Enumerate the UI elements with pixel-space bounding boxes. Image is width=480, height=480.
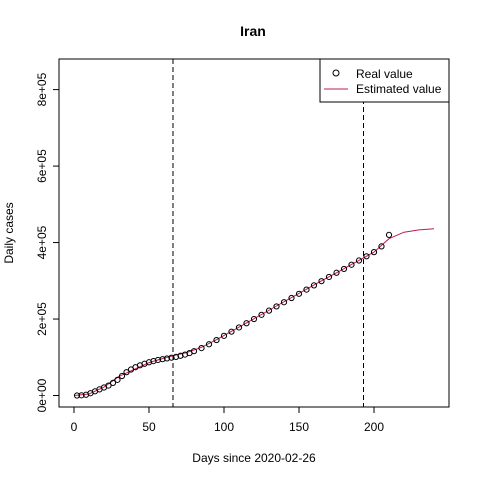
real-value-point — [303, 286, 310, 293]
real-value-point — [213, 336, 220, 344]
real-value-point — [114, 376, 121, 383]
x-tick-label: 50 — [142, 420, 156, 434]
real-value-point — [159, 356, 166, 363]
y-tick-label: 4e+05 — [35, 225, 49, 259]
y-tick-label: 2e+05 — [35, 302, 49, 336]
y-axis-label: Daily cases — [2, 202, 16, 263]
real-value-point — [363, 253, 370, 260]
real-value-point — [295, 290, 303, 297]
real-value-point — [205, 341, 213, 348]
real-value-point — [370, 249, 378, 256]
real-value-point — [190, 348, 198, 355]
x-axis: 0 50 100 150 200 — [71, 406, 384, 434]
real-value-point — [280, 299, 288, 306]
real-value-point — [198, 345, 205, 352]
legend: Real value Estimated value — [319, 58, 450, 103]
y-tick-label: 8e+05 — [35, 72, 49, 106]
real-value-point — [250, 315, 258, 323]
real-value-point — [265, 307, 273, 314]
real-value-point — [355, 257, 363, 264]
x-tick-label: 0 — [71, 420, 78, 434]
real-value-point — [348, 261, 355, 268]
real-value-point — [258, 311, 265, 318]
real-value-point — [109, 379, 117, 387]
y-tick-label: 0e+00 — [35, 378, 49, 412]
estimated-value-line — [73, 228, 435, 396]
x-tick-label: 150 — [289, 420, 309, 434]
real-value-point — [378, 243, 385, 250]
real-value-point — [243, 320, 250, 327]
y-axis: 0e+00 2e+05 4e+05 6e+05 8e+05 — [35, 72, 60, 412]
real-value-point — [310, 282, 318, 289]
real-value-point — [163, 355, 171, 362]
chart-title: Iran — [240, 23, 266, 39]
real-value-point — [118, 372, 126, 380]
x-tick-label: 200 — [364, 420, 384, 434]
x-axis-label: Days since 2020-02-26 — [192, 451, 316, 465]
real-series — [73, 231, 393, 399]
real-value-point — [228, 328, 235, 335]
real-value-point — [78, 392, 85, 399]
real-value-point — [154, 356, 162, 364]
x-tick-label: 100 — [214, 420, 234, 434]
real-value-point — [73, 392, 81, 399]
vertical-reference-lines — [172, 59, 364, 407]
legend-box — [319, 58, 450, 103]
real-value-point — [105, 382, 112, 389]
legend-label-estimated: Estimated value — [356, 82, 442, 96]
real-value-point — [273, 303, 280, 310]
y-tick-label: 6e+05 — [35, 149, 49, 183]
estimated-series — [73, 228, 435, 396]
real-value-point — [235, 324, 243, 331]
real-value-point — [385, 231, 393, 239]
legend-marker-real — [332, 69, 340, 77]
real-value-point — [325, 273, 333, 281]
real-value-point — [288, 294, 295, 302]
real-value-point — [340, 265, 348, 273]
legend-label-real: Real value — [356, 67, 413, 81]
real-value-point — [333, 269, 340, 276]
real-value-point — [318, 278, 325, 285]
real-value-point — [123, 369, 130, 376]
real-value-point — [168, 354, 175, 361]
real-value-point — [220, 332, 228, 339]
